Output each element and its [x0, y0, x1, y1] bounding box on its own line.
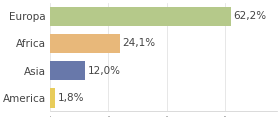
Text: 1,8%: 1,8%	[58, 93, 84, 103]
Bar	[50, 7, 231, 26]
Text: 62,2%: 62,2%	[234, 11, 267, 21]
Bar	[50, 88, 55, 108]
Text: 24,1%: 24,1%	[123, 39, 156, 48]
Bar	[50, 61, 85, 80]
Text: 12,0%: 12,0%	[87, 66, 120, 76]
Bar	[50, 34, 120, 53]
